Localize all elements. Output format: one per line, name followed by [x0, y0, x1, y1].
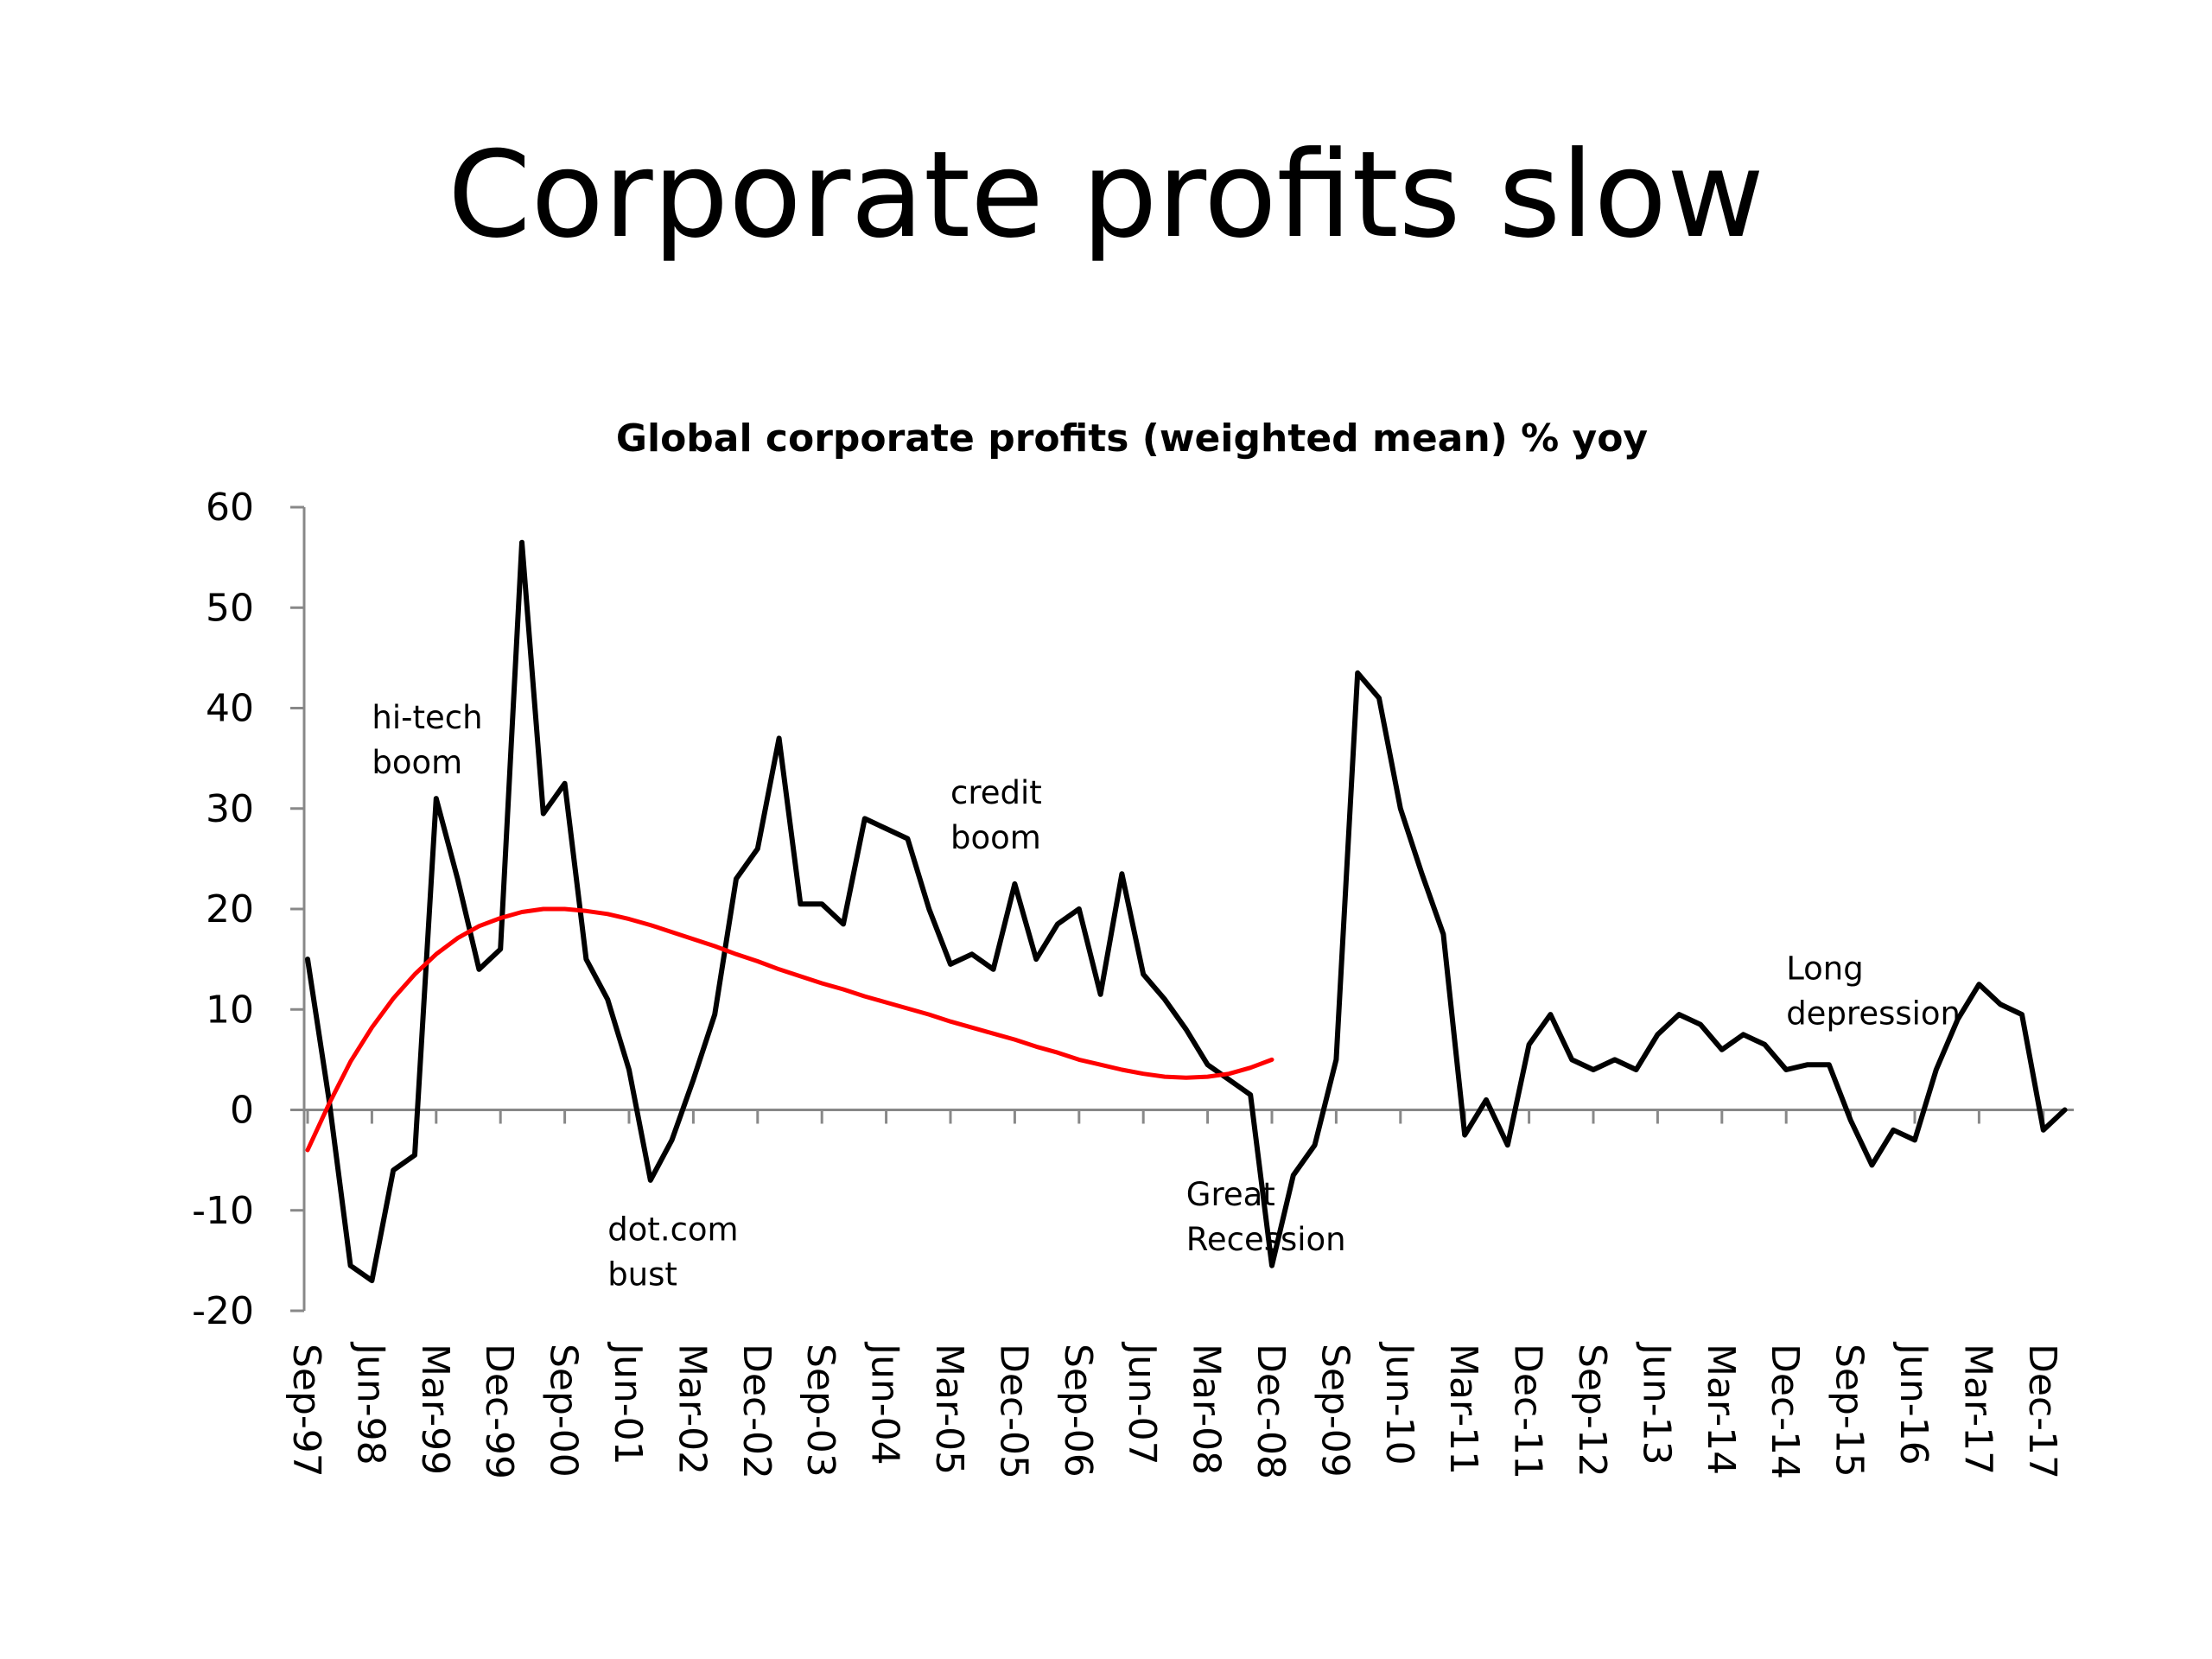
y-tick-label: 40 — [206, 687, 254, 731]
annotation-label: hi-tech boom — [372, 699, 482, 781]
annotation-line: bust — [607, 1256, 677, 1294]
x-tick-labels: Sep-97 Jun-98 Mar-99 Dec-99 Sep-00 Jun-01 Mar-… — [284, 1341, 2064, 1479]
annotation-line: Recession — [1186, 1221, 1346, 1258]
annotation-line: Long — [1786, 950, 1864, 987]
x-tick-label: Jun-98 — [348, 1341, 392, 1465]
y-tick-labels: -20 -10 0 10 20 30 40 50 60 — [192, 486, 254, 1333]
series-line-profits — [305, 539, 2068, 1284]
x-tick-label: Dec-11 — [1506, 1344, 1550, 1479]
x-tick-label: Dec-05 — [991, 1344, 1035, 1479]
annotation-line: boom — [372, 744, 462, 781]
x-tick-label: Dec-02 — [734, 1344, 779, 1479]
y-tick-label: 30 — [206, 787, 254, 831]
x-tick-label: Mar-11 — [1441, 1344, 1485, 1475]
annotation-line: boom — [950, 819, 1041, 856]
annotation-line: dot.com — [607, 1211, 738, 1249]
x-tick-label: Mar-17 — [1955, 1344, 1999, 1475]
y-tick-label: 20 — [206, 887, 254, 931]
annotation-line: credit — [950, 774, 1042, 811]
x-tick-label: Jun-10 — [1377, 1341, 1421, 1465]
y-tick-label: 0 — [230, 1089, 254, 1133]
annotation-label: credit boom — [950, 774, 1042, 856]
annotations: hi-tech boom dot.com bust credit boom Great Rec… — [372, 699, 1961, 1294]
x-tick-label: Sep-09 — [1313, 1344, 1357, 1478]
x-tick-label: Jun-04 — [863, 1341, 907, 1465]
y-tick-label: -20 — [192, 1289, 254, 1333]
y-tick-label: 60 — [206, 486, 254, 530]
x-tick-label: Jun-13 — [1634, 1341, 1678, 1465]
series-lines — [305, 539, 2068, 1284]
x-tick-label: Mar-14 — [1699, 1344, 1743, 1475]
x-tick-label: Sep-15 — [1827, 1344, 1872, 1478]
x-tick-label: Sep-97 — [284, 1344, 328, 1478]
x-tick-label: Mar-99 — [413, 1344, 457, 1475]
x-tick-label: Jun-07 — [1120, 1341, 1164, 1465]
x-tick-label: Mar-05 — [927, 1344, 971, 1475]
x-tick-label: Sep-12 — [1570, 1344, 1614, 1478]
annotation-label: Long depression — [1786, 950, 1961, 1032]
annotation-label: dot.com bust — [607, 1211, 738, 1294]
x-tick-label: Sep-00 — [542, 1344, 586, 1478]
chart-title: Global corporate profits (weighted mean)… — [616, 416, 1648, 461]
y-tick-label: -10 — [192, 1189, 254, 1233]
y-tick-label: 50 — [206, 586, 254, 630]
x-tick-label: Sep-06 — [1056, 1344, 1100, 1478]
x-tick-label: Dec-08 — [1249, 1344, 1293, 1479]
x-tick-label: Sep-03 — [798, 1344, 842, 1478]
x-tick-label: Dec-17 — [2020, 1344, 2064, 1479]
x-tick-label: Mar-02 — [670, 1344, 714, 1475]
annotation-line: hi-tech — [372, 699, 482, 736]
x-tick-label: Dec-99 — [477, 1344, 521, 1479]
x-tick-label: Mar-08 — [1185, 1344, 1229, 1475]
annotation-label: Great Recession — [1186, 1176, 1346, 1258]
y-tick-label: 10 — [206, 988, 254, 1032]
slide-title: Corporate profits slow — [448, 125, 1764, 264]
x-tick-label: Dec-14 — [1763, 1344, 1807, 1479]
x-tick-label: Jun-16 — [1891, 1341, 1936, 1465]
annotation-line: Great — [1186, 1176, 1275, 1213]
x-tick-label: Jun-01 — [606, 1341, 650, 1465]
annotation-line: depression — [1786, 995, 1961, 1032]
series-line-trend — [305, 906, 1274, 1153]
